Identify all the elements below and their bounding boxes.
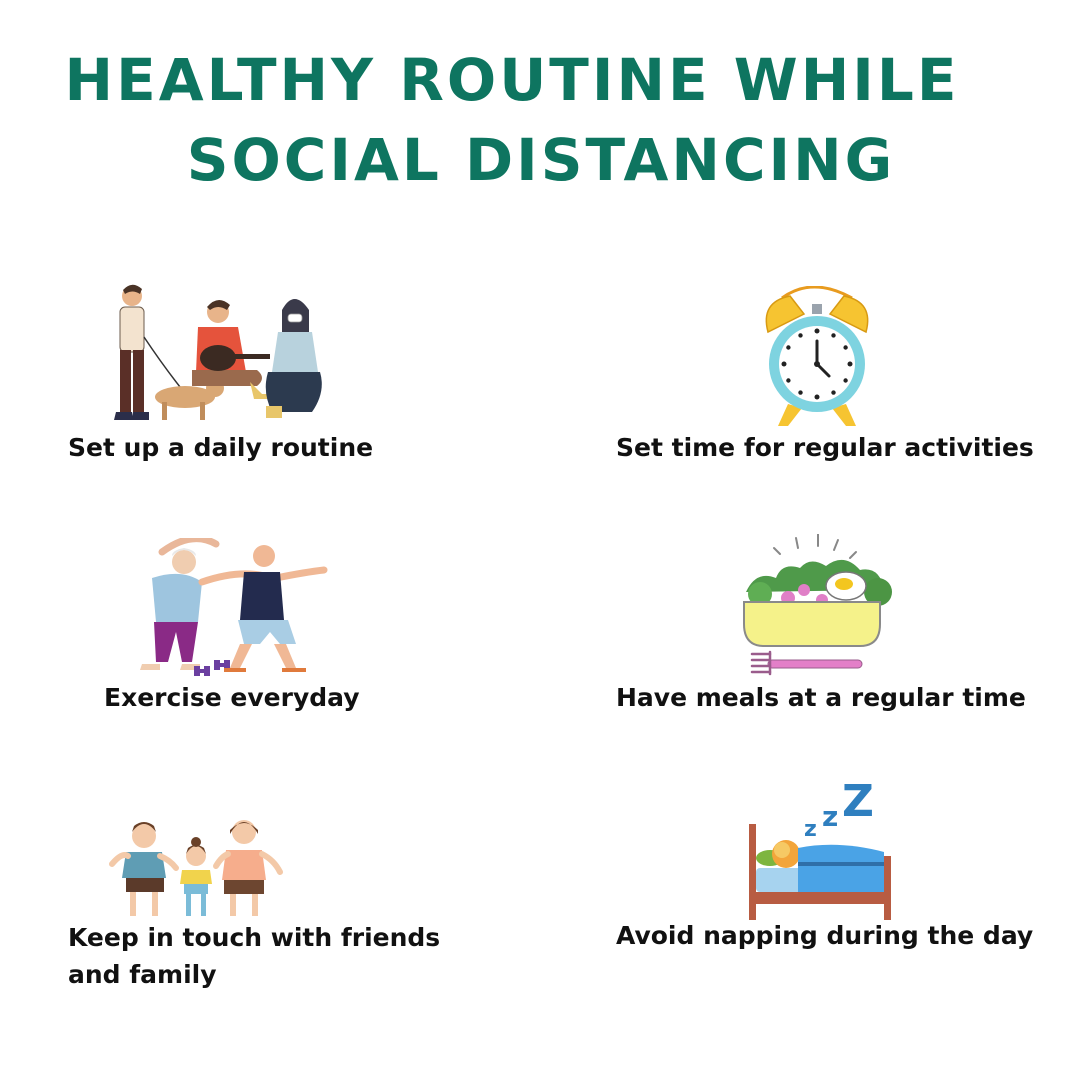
people-walking-dog-guitar-icon	[100, 282, 325, 430]
family-icon	[104, 816, 286, 922]
caption-regular-activities: Set time for regular activities	[616, 433, 1034, 462]
svg-text:z: z	[822, 800, 838, 833]
caption-meals: Have meals at a regular time	[616, 683, 1026, 712]
page-title: HEALTHY ROUTINE WHILE SOCIAL DISTANCING	[0, 40, 1080, 200]
svg-text:Z: Z	[842, 776, 874, 827]
svg-text:z: z	[804, 817, 817, 842]
title-line-1: HEALTHY ROUTINE WHILE	[64, 46, 960, 114]
caption-keep-in-touch-line-1: Keep in touch with friends	[68, 923, 441, 952]
seniors-exercising-icon	[122, 538, 330, 678]
caption-exercise: Exercise everyday	[104, 683, 360, 712]
caption-daily-routine: Set up a daily routine	[68, 433, 374, 462]
title-line-2: SOCIAL DISTANCING	[186, 126, 896, 194]
alarm-clock-icon	[758, 286, 876, 428]
sleeping-bed-icon: z z Z	[746, 776, 896, 924]
caption-keep-in-touch-line-2: and family	[68, 960, 217, 989]
caption-avoid-napping: Avoid napping during the day	[616, 921, 1034, 950]
salad-bowl-fork-icon	[738, 534, 894, 678]
